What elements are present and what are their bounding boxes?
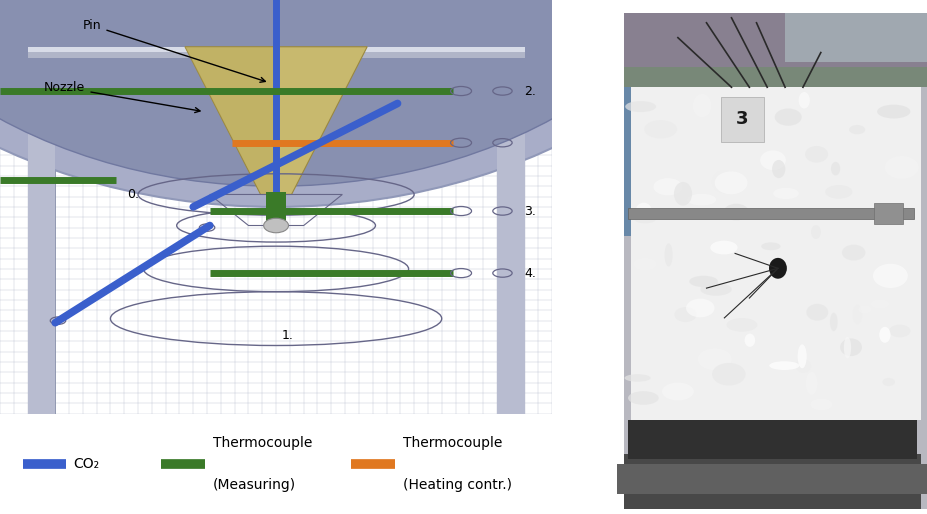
Ellipse shape [263,218,288,233]
Ellipse shape [805,146,827,162]
Ellipse shape [852,305,861,324]
Ellipse shape [876,105,909,119]
Ellipse shape [633,258,655,270]
Ellipse shape [882,378,894,386]
Ellipse shape [805,372,817,395]
Ellipse shape [806,304,828,321]
Ellipse shape [848,125,864,134]
Text: CO₂: CO₂ [73,457,99,471]
Ellipse shape [824,185,852,199]
Ellipse shape [723,204,748,221]
Ellipse shape [771,160,784,178]
Text: 3: 3 [735,111,748,128]
Ellipse shape [843,337,850,358]
Text: 2.: 2. [524,84,536,98]
Bar [616,464,927,494]
Text: 0.: 0. [127,188,139,201]
Ellipse shape [709,241,737,254]
Polygon shape [184,47,367,194]
Bar [624,454,920,509]
Ellipse shape [883,156,918,179]
Ellipse shape [643,120,677,138]
Ellipse shape [797,344,806,369]
Ellipse shape [760,243,780,250]
Ellipse shape [809,399,832,410]
Polygon shape [184,47,276,194]
Ellipse shape [839,338,861,356]
Ellipse shape [774,108,801,126]
Ellipse shape [628,391,658,405]
Ellipse shape [736,150,768,158]
Ellipse shape [768,361,798,370]
Text: Thermocouple: Thermocouple [212,436,311,450]
Ellipse shape [711,170,736,193]
Ellipse shape [714,171,746,194]
Text: 3.: 3. [524,205,536,217]
Text: Thermocouple: Thermocouple [402,436,502,450]
Ellipse shape [653,178,681,195]
Text: Pin: Pin [83,19,265,82]
Ellipse shape [841,245,865,261]
Ellipse shape [674,307,696,322]
Ellipse shape [664,243,672,267]
Ellipse shape [772,188,798,199]
Ellipse shape [888,325,909,337]
Ellipse shape [625,101,655,112]
Bar [630,87,920,419]
Text: (Measuring): (Measuring) [212,478,296,492]
Bar [624,13,927,82]
Ellipse shape [857,305,870,314]
Wedge shape [0,0,744,186]
Ellipse shape [624,374,650,382]
Text: (Heating contr.): (Heating contr.) [402,478,512,492]
Ellipse shape [768,258,786,279]
Bar [266,192,286,224]
Bar [720,97,763,142]
Ellipse shape [723,104,751,121]
Ellipse shape [829,313,837,331]
Ellipse shape [634,215,655,224]
Ellipse shape [810,225,820,239]
Text: 1.: 1. [281,328,293,342]
Ellipse shape [870,300,888,308]
Wedge shape [0,0,800,207]
Ellipse shape [878,327,890,343]
Ellipse shape [711,363,744,386]
Ellipse shape [794,359,810,373]
Bar [873,203,902,224]
Ellipse shape [700,283,731,296]
Ellipse shape [689,276,717,287]
Bar [628,419,916,460]
Ellipse shape [743,334,755,347]
Bar [628,208,913,218]
Text: 4.: 4. [524,267,536,280]
Ellipse shape [692,94,711,117]
Ellipse shape [872,264,907,288]
Ellipse shape [830,162,839,175]
Ellipse shape [685,299,714,317]
Bar [624,87,677,236]
Ellipse shape [868,147,880,170]
Ellipse shape [798,92,809,108]
Ellipse shape [635,203,651,219]
Bar [784,13,927,63]
Bar [28,47,56,414]
Ellipse shape [661,382,693,400]
Text: Nozzle: Nozzle [44,81,200,113]
Bar [624,67,927,87]
Bar [28,48,524,58]
Bar [624,13,927,509]
Ellipse shape [759,151,785,170]
Ellipse shape [863,211,880,219]
Ellipse shape [841,145,872,168]
Ellipse shape [686,194,716,206]
Ellipse shape [726,318,756,332]
Ellipse shape [697,348,730,370]
Bar [28,47,524,52]
Ellipse shape [673,182,692,206]
Bar [497,47,524,414]
